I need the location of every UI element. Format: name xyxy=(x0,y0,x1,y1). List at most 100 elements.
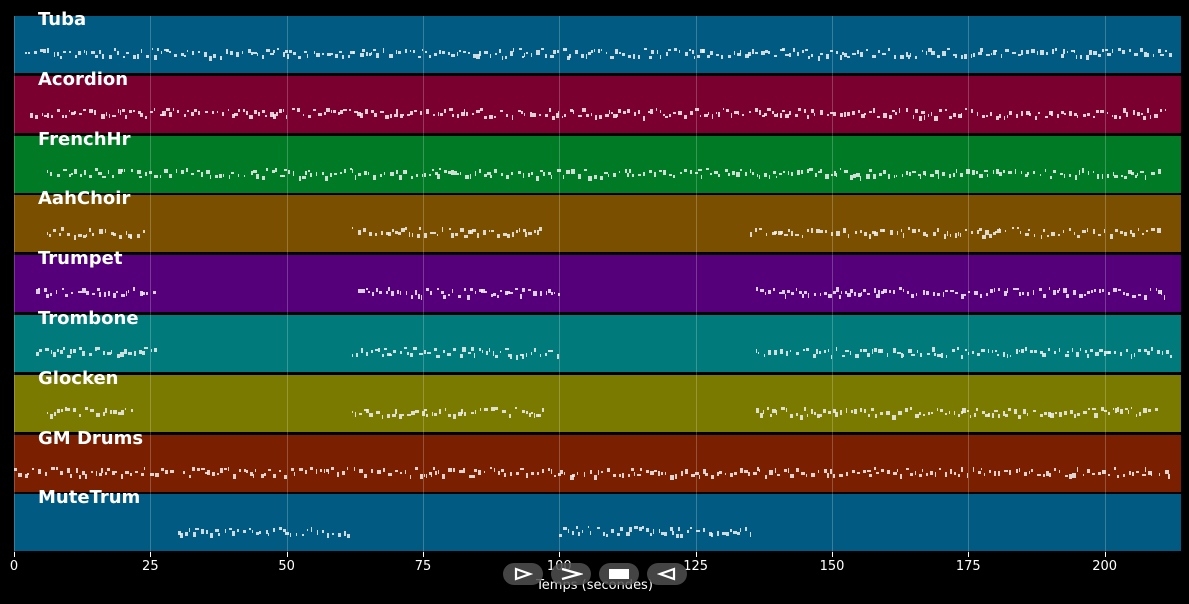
note xyxy=(1015,468,1018,473)
note xyxy=(24,473,29,478)
note xyxy=(429,173,431,176)
note xyxy=(618,108,622,113)
note xyxy=(702,528,706,533)
gridline xyxy=(1104,16,1106,552)
note xyxy=(828,294,832,299)
fast-forward-button[interactable] xyxy=(551,563,591,585)
note xyxy=(610,56,614,59)
note xyxy=(1145,230,1148,233)
note xyxy=(1134,174,1138,178)
note xyxy=(468,474,472,478)
stop-button[interactable] xyxy=(599,563,639,585)
note xyxy=(231,171,234,174)
note xyxy=(570,108,574,112)
note xyxy=(772,288,776,292)
note xyxy=(1046,470,1049,476)
note xyxy=(661,471,663,475)
note xyxy=(418,56,421,58)
note xyxy=(490,174,492,178)
note xyxy=(696,530,700,533)
note xyxy=(596,527,600,530)
note xyxy=(168,51,172,53)
note xyxy=(137,169,141,174)
note xyxy=(1125,111,1129,117)
note xyxy=(981,349,985,352)
note xyxy=(801,169,803,174)
note xyxy=(423,408,427,411)
note xyxy=(850,174,853,180)
note xyxy=(1014,168,1016,174)
note xyxy=(584,168,588,171)
note xyxy=(460,228,464,233)
note xyxy=(214,529,219,533)
note xyxy=(536,471,540,475)
note xyxy=(919,473,923,477)
note xyxy=(511,232,515,238)
note xyxy=(494,355,498,358)
note xyxy=(965,229,968,232)
note xyxy=(760,412,764,418)
rewind-button[interactable] xyxy=(647,563,687,585)
note xyxy=(1018,467,1020,472)
note xyxy=(1039,351,1044,354)
note xyxy=(118,411,121,415)
note xyxy=(108,291,111,297)
note xyxy=(619,52,621,54)
note xyxy=(569,54,572,58)
note xyxy=(997,470,1001,476)
note xyxy=(829,468,833,474)
note xyxy=(576,471,579,475)
note xyxy=(763,172,768,177)
note xyxy=(958,473,961,477)
note xyxy=(873,348,878,352)
note xyxy=(94,109,97,115)
note xyxy=(505,113,509,117)
note xyxy=(614,49,618,54)
note xyxy=(795,412,798,416)
note xyxy=(150,110,153,113)
note xyxy=(864,408,866,413)
note xyxy=(38,349,43,352)
note xyxy=(166,49,170,52)
note xyxy=(1117,474,1119,478)
note xyxy=(475,54,480,59)
note xyxy=(1083,473,1085,476)
note xyxy=(850,289,853,294)
note xyxy=(772,408,776,413)
note xyxy=(994,350,997,352)
note xyxy=(1003,352,1005,357)
note xyxy=(404,347,408,349)
note xyxy=(817,56,821,61)
note xyxy=(1107,292,1110,296)
note xyxy=(143,466,146,470)
note xyxy=(937,173,940,179)
note xyxy=(1039,173,1042,176)
note xyxy=(400,351,403,354)
note xyxy=(774,113,778,117)
note xyxy=(106,111,108,116)
note xyxy=(473,54,476,58)
play-button[interactable] xyxy=(503,563,543,585)
note xyxy=(1093,229,1096,235)
note xyxy=(621,53,625,56)
note xyxy=(142,230,145,234)
note xyxy=(626,532,631,537)
note xyxy=(923,232,926,237)
note xyxy=(1009,355,1011,357)
note xyxy=(597,49,600,53)
note xyxy=(204,471,208,474)
note xyxy=(627,473,630,477)
note xyxy=(130,168,134,172)
note xyxy=(826,54,830,59)
note xyxy=(1138,411,1141,416)
note xyxy=(512,48,515,52)
note xyxy=(442,227,444,233)
note xyxy=(787,467,790,473)
note xyxy=(237,173,240,177)
note xyxy=(788,53,791,57)
note xyxy=(830,232,833,237)
note xyxy=(804,291,807,295)
note xyxy=(73,110,76,114)
note xyxy=(927,411,930,415)
note xyxy=(755,107,758,112)
